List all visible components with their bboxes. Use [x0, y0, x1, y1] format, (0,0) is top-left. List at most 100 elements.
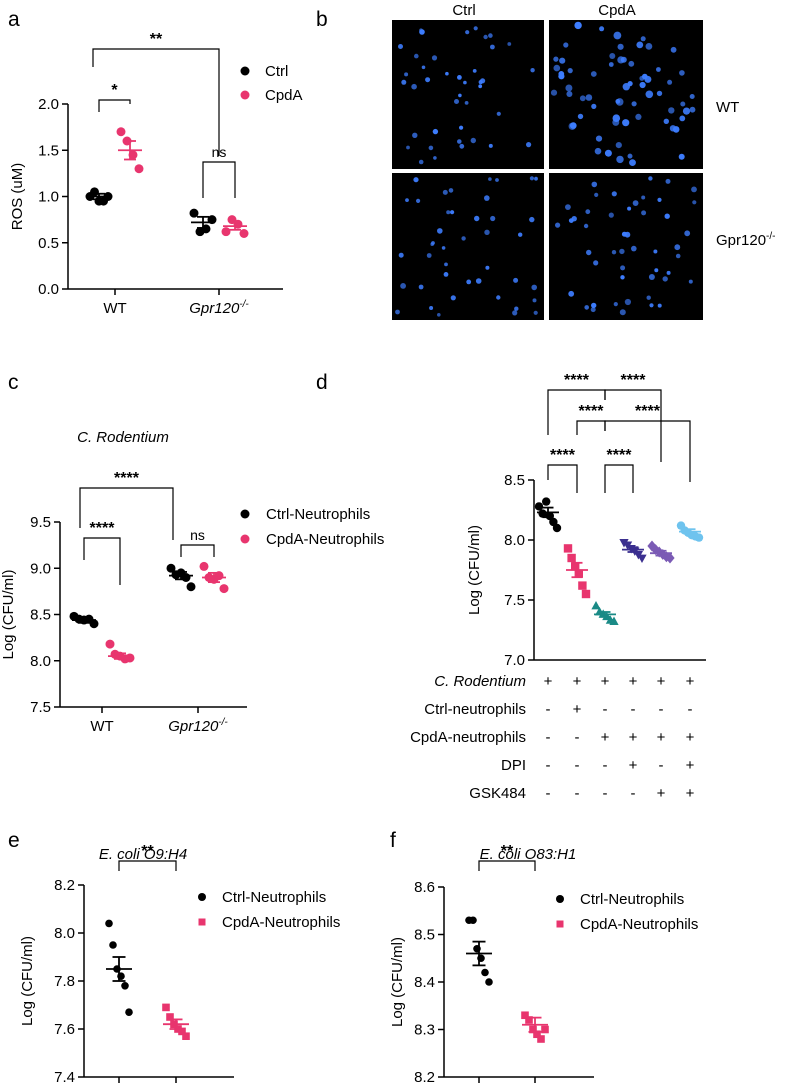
chart-e-sig-label: ** [141, 843, 154, 860]
condition-cell: + [686, 757, 695, 774]
nucleus-dot [443, 272, 449, 277]
nucleus-dot [567, 68, 573, 74]
chart-f-legend-label-ctrl: Ctrl-Neutrophils [580, 891, 684, 908]
chart-e-y-tick-label: 7.8 [54, 973, 75, 990]
chart-d-y-tick-label: 8.5 [504, 472, 525, 489]
nucleus-dot [585, 209, 591, 215]
nucleus-dot [654, 268, 659, 273]
chart-f-point [469, 916, 477, 925]
condition-row-label: CpdA-neutrophils [410, 729, 526, 746]
nucleus-dot [631, 101, 637, 107]
nucleus-dot [533, 310, 538, 315]
nucleus-dot [398, 252, 404, 258]
nucleus-dot [496, 295, 501, 300]
nucleus-dot [529, 216, 535, 223]
nucleus-dot [488, 143, 493, 148]
chart-d: 7.0 7.5 8.0 8.5 Log (CFU/ml) **** **** **** ****… [466, 372, 706, 669]
nucleus-dot [400, 283, 406, 289]
chart-d-y-tick-label: 7.5 [504, 592, 525, 609]
nucleus-dot [574, 21, 582, 30]
nucleus-dot [512, 310, 518, 316]
nucleus-dot [648, 176, 653, 181]
chart-c-x-tick-label: WT [90, 718, 113, 735]
condition-cell: + [544, 673, 553, 690]
nucleus-dot [414, 53, 419, 59]
condition-cell: + [686, 729, 695, 746]
chart-c-sig-2-bracket [180, 544, 215, 557]
nucleus-dot [464, 101, 469, 105]
chart-a-x-tick-label: WT [103, 300, 126, 317]
nucleus-dot [616, 155, 624, 164]
chart-c-legend-label-ctrl: Ctrl-Neutrophils [266, 506, 370, 523]
chart-d-point [542, 497, 551, 506]
chart-e: E. coli O9:H4 7.4 7.6 7.8 8.0 8.2 Log (CFU/ml)… [19, 843, 340, 1083]
nucleus-dot [405, 198, 409, 203]
nucleus-dot [620, 265, 626, 271]
nucleus-dot [529, 176, 535, 181]
nucleus-dot [470, 137, 476, 144]
nucleus-dot [645, 43, 653, 50]
nucleus-dot [692, 200, 697, 205]
nucleus-dot [617, 56, 625, 64]
nucleus-dot [566, 91, 573, 97]
chart-a-sig-3-label: ** [150, 31, 163, 48]
micrograph-col-label-ctrl: Ctrl [452, 2, 475, 19]
nucleus-dot [609, 53, 616, 59]
chart-a-y-tick-label: 2.0 [38, 96, 59, 113]
nucleus-dot [465, 30, 470, 35]
chart-a-sig-3-bracket [92, 48, 220, 156]
condition-cell: + [601, 729, 610, 746]
chart-e-point [182, 1032, 190, 1040]
nucleus-dot [518, 232, 523, 237]
chart-a-y-tick-label: 1.5 [38, 142, 59, 159]
nucleus-dot [621, 231, 627, 237]
nucleus-dot [463, 80, 467, 85]
nucleus-dot [642, 73, 648, 80]
chart-f-y-tick-label: 8.5 [414, 927, 435, 944]
chart-d-point [538, 509, 547, 518]
nucleus-dot [665, 178, 671, 184]
nucleus-dot [627, 153, 633, 159]
chart-a-y-tick-label: 1.0 [38, 189, 59, 206]
nucleus-dot [682, 107, 691, 115]
chart-f-point [529, 1025, 537, 1034]
nucleus-dot [679, 115, 686, 122]
chart-d-point [609, 616, 619, 625]
nucleus-dot [613, 302, 618, 307]
nucleus-dot [401, 79, 407, 85]
chart-d-sig-5-label: **** [550, 447, 576, 464]
nucleus-dot [628, 60, 635, 67]
chart-c-title: C. Rodentium [77, 429, 169, 446]
condition-row-label: GSK484 [469, 785, 526, 802]
nucleus-dot [437, 228, 443, 234]
nucleus-dot [484, 195, 490, 201]
chart-e-legend-marker-ctrl [198, 893, 206, 901]
chart-d-point [552, 523, 562, 533]
chart-e-legend-label-cpda: CpdA-Neutrophils [222, 914, 340, 931]
chart-a-point [221, 227, 231, 237]
condition-row-label: Ctrl-neutrophils [424, 701, 526, 718]
nucleus-dot [413, 177, 419, 183]
condition-cell: - [546, 729, 551, 746]
chart-f-sig-bracket [478, 860, 536, 871]
chart-f-y-tick-label: 8.3 [414, 1022, 435, 1039]
condition-table: C. Rodentium + + + + + + Ctrl-neutrophils - + - - - -… [410, 673, 695, 802]
nucleus-dot [550, 89, 558, 96]
chart-f-y-tick-label: 8.4 [414, 974, 435, 991]
nucleus-dot [457, 139, 462, 144]
nucleus-dot [398, 44, 403, 49]
chart-f-legend-marker-ctrl [556, 895, 564, 903]
chart-d-point [637, 554, 647, 564]
chart-f-title: E. coli O83:H1 [480, 846, 577, 863]
chart-c-point [105, 639, 115, 649]
nucleus-dot [421, 65, 426, 70]
chart-c: C. Rodentium 7.5 8.0 8.5 9.0 9.5 Log (CFU/ml) W… [0, 429, 384, 735]
nucleus-dot [653, 249, 658, 254]
chart-c-sig-1-label: **** [90, 520, 116, 537]
nucleus-dot [428, 145, 434, 151]
chart-d-point [567, 553, 576, 563]
nucleus-dot [656, 67, 661, 72]
nucleus-dot [591, 103, 597, 109]
nucleus-dot [446, 210, 451, 215]
